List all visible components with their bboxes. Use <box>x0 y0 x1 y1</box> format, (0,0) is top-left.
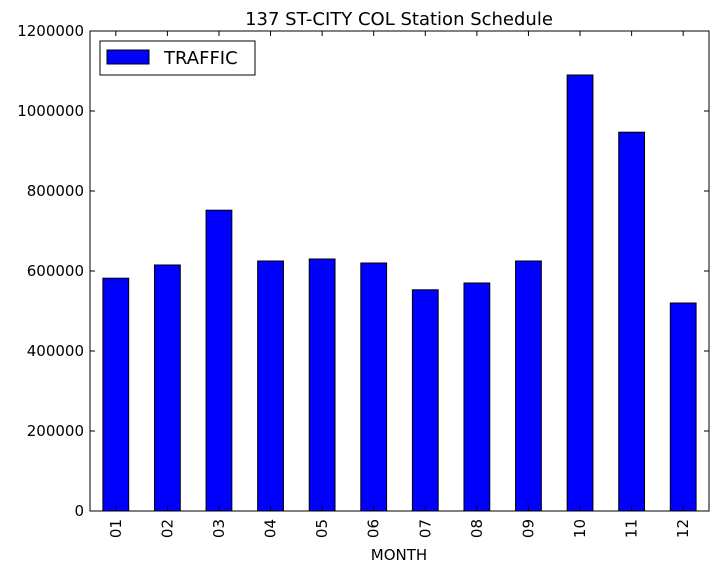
x-tick-label-02: 02 <box>158 519 176 538</box>
bar-05 <box>308 258 336 512</box>
y-tick-label: 400000 <box>27 342 84 360</box>
bar-09 <box>515 260 542 512</box>
y-tick-label: 600000 <box>27 262 84 280</box>
bar-11 <box>618 131 646 512</box>
y-tick-label: 1000000 <box>17 102 84 120</box>
bar-12 <box>669 302 697 512</box>
bar-06 <box>360 262 388 512</box>
bar-08 <box>463 282 491 512</box>
y-tick-label: 1200000 <box>17 22 84 40</box>
legend: TRAFFIC <box>99 40 256 76</box>
x-axis-label: MONTH <box>371 546 427 564</box>
x-tick-label-05: 05 <box>313 519 331 538</box>
bar-04 <box>257 260 284 512</box>
x-tick-label-03: 03 <box>210 519 228 538</box>
legend-label-traffic: TRAFFIC <box>163 48 238 69</box>
bar-03 <box>205 209 233 512</box>
y-axis: 0 200000 400000 600000 800000 1000000 1200000 <box>17 22 709 520</box>
legend-swatch <box>106 49 150 65</box>
x-tick-label-04: 04 <box>262 519 280 538</box>
y-tick-label: 0 <box>74 502 84 520</box>
bars-group <box>102 74 697 512</box>
y-tick-label: 200000 <box>27 422 84 440</box>
x-tick-label-01: 01 <box>107 519 125 538</box>
x-tick-label-08: 08 <box>468 519 486 538</box>
legend-box <box>99 40 256 76</box>
x-tick-label-10: 10 <box>571 519 589 538</box>
x-tick-label-09: 09 <box>519 519 537 538</box>
chart-title: 137 ST-CITY COL Station Schedule <box>245 9 553 30</box>
bar-01 <box>102 277 130 512</box>
x-axis: 01 02 03 04 05 06 07 08 09 10 11 12 <box>107 31 692 538</box>
x-tick-label-12: 12 <box>674 519 692 538</box>
x-tick-label-11: 11 <box>623 519 641 538</box>
bar-10 <box>566 74 594 512</box>
y-tick-label: 800000 <box>27 182 84 200</box>
x-tick-label-07: 07 <box>416 519 434 538</box>
x-tick-label-06: 06 <box>365 519 383 538</box>
bar-02 <box>153 264 181 512</box>
plot-area-frame <box>89 30 710 512</box>
bar-07 <box>411 289 439 512</box>
